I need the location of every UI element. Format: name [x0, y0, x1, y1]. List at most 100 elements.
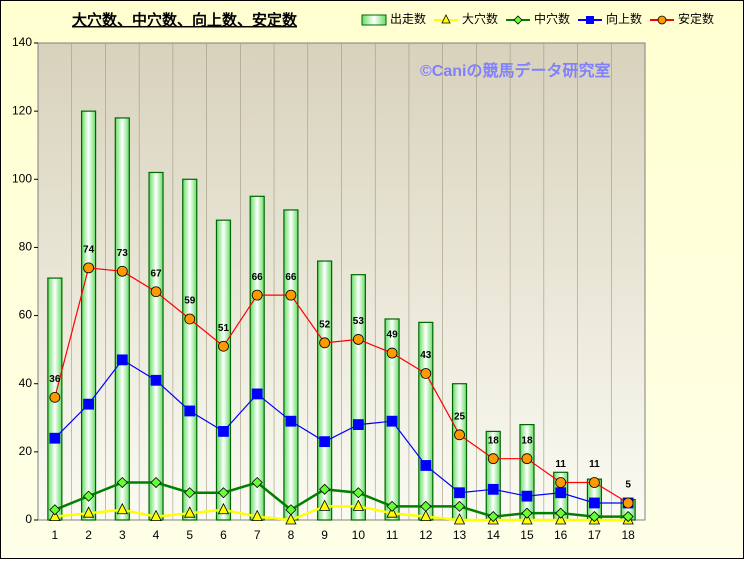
legend-swatch	[361, 14, 387, 26]
data-label: 53	[353, 316, 365, 327]
marker	[487, 511, 499, 523]
marker	[622, 497, 634, 509]
marker	[251, 289, 263, 301]
marker	[420, 500, 432, 512]
marker	[217, 502, 230, 515]
data-label: 49	[387, 330, 399, 341]
marker	[285, 289, 297, 301]
marker	[184, 487, 196, 499]
marker	[116, 265, 128, 277]
x-tick-label: 3	[119, 528, 126, 542]
data-label: 36	[49, 374, 61, 385]
x-tick-label: 5	[186, 528, 193, 542]
legend-marker	[657, 15, 667, 25]
legend-label: 大穴数	[462, 11, 498, 26]
marker	[319, 436, 331, 448]
y-tick-label: 40	[19, 376, 33, 390]
line	[54, 481, 629, 518]
chart-title: 大穴数、中穴数、向上数、安定数	[72, 11, 298, 29]
marker	[116, 476, 128, 489]
data-label: 18	[488, 435, 500, 446]
data-label: 25	[454, 411, 466, 422]
y-tick-label: 20	[19, 444, 33, 458]
marker	[150, 374, 162, 386]
marker	[83, 262, 94, 274]
line	[54, 267, 629, 504]
bar	[350, 274, 366, 521]
marker	[386, 415, 398, 427]
marker	[83, 490, 95, 502]
x-tick-label: 9	[321, 528, 328, 542]
marker	[285, 415, 297, 427]
marker	[521, 507, 533, 519]
x-tick-label: 15	[520, 528, 534, 542]
x-tick-label: 2	[85, 528, 92, 542]
x-tick-label: 13	[453, 528, 467, 542]
data-label: 11	[589, 459, 600, 470]
marker	[217, 487, 230, 499]
marker	[49, 504, 61, 516]
bar	[283, 209, 299, 521]
legend-label: 安定数	[678, 11, 714, 26]
marker	[352, 419, 364, 431]
data-label: 66	[285, 272, 297, 283]
marker	[251, 476, 263, 489]
marker	[150, 509, 162, 521]
data-label: 18	[521, 435, 533, 446]
marker	[319, 337, 331, 349]
marker	[386, 500, 398, 512]
bar	[451, 383, 468, 521]
data-label: 74	[83, 245, 95, 256]
x-tick-label: 10	[352, 528, 366, 542]
marker	[352, 334, 364, 345]
marker	[116, 502, 128, 515]
marker	[589, 497, 600, 509]
data-label: 43	[420, 350, 432, 361]
marker	[589, 477, 600, 488]
marker	[184, 405, 196, 417]
marker	[150, 476, 162, 489]
data-label: 66	[252, 272, 264, 283]
line	[54, 505, 629, 522]
y-tick-label: 100	[12, 171, 32, 185]
data-label: 51	[218, 323, 230, 334]
x-tick-label: 1	[52, 528, 59, 542]
marker	[285, 504, 297, 516]
x-tick-label: 11	[386, 528, 399, 542]
marker	[49, 509, 61, 521]
marker	[184, 313, 196, 325]
bar	[317, 260, 333, 521]
marker	[453, 500, 466, 512]
legend-label: 向上数	[606, 11, 642, 26]
marker	[49, 432, 61, 444]
marker	[555, 487, 567, 499]
marker	[116, 354, 128, 366]
x-tick-label: 7	[254, 528, 261, 542]
marker	[150, 286, 162, 298]
marker	[352, 499, 365, 511]
line	[54, 359, 629, 504]
marker	[555, 477, 567, 488]
marker	[420, 509, 432, 521]
marker	[454, 487, 465, 499]
marker	[83, 398, 94, 410]
bar	[215, 219, 232, 521]
marker	[521, 513, 533, 525]
x-tick-label: 18	[621, 528, 635, 542]
marker	[386, 347, 398, 359]
y-tick-label: 60	[19, 308, 33, 322]
marker	[555, 507, 567, 519]
marker	[487, 483, 499, 495]
marker	[453, 513, 466, 525]
marker	[555, 513, 567, 525]
legend-marker	[513, 15, 523, 25]
x-tick-label: 8	[288, 528, 295, 542]
data-label: 11	[555, 459, 566, 470]
y-tick-label: 80	[19, 240, 33, 254]
data-label: 5	[625, 480, 631, 491]
marker	[352, 487, 364, 499]
data-label: 52	[319, 319, 331, 330]
bar	[182, 178, 198, 521]
